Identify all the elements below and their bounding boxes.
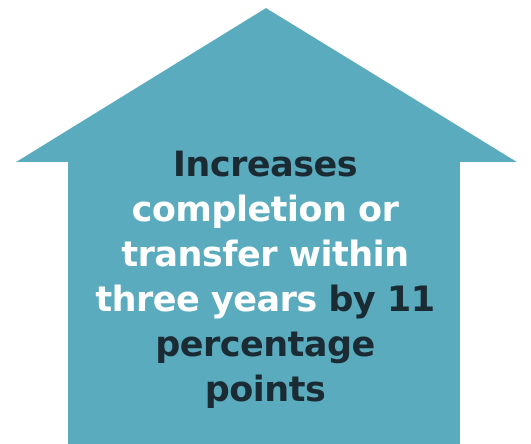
message-three-years: three years bbox=[95, 280, 317, 320]
arrow-message: Increases completion or transfer within … bbox=[95, 143, 435, 413]
message-by-11: by 11 bbox=[328, 280, 435, 320]
arrow-fill bbox=[16, 8, 517, 444]
message-completion-or: completion or bbox=[131, 190, 399, 230]
message-transfer-within: transfer within bbox=[121, 235, 409, 275]
message-increases: Increases bbox=[172, 145, 358, 185]
message-percentage-points: percentage points bbox=[155, 325, 375, 410]
